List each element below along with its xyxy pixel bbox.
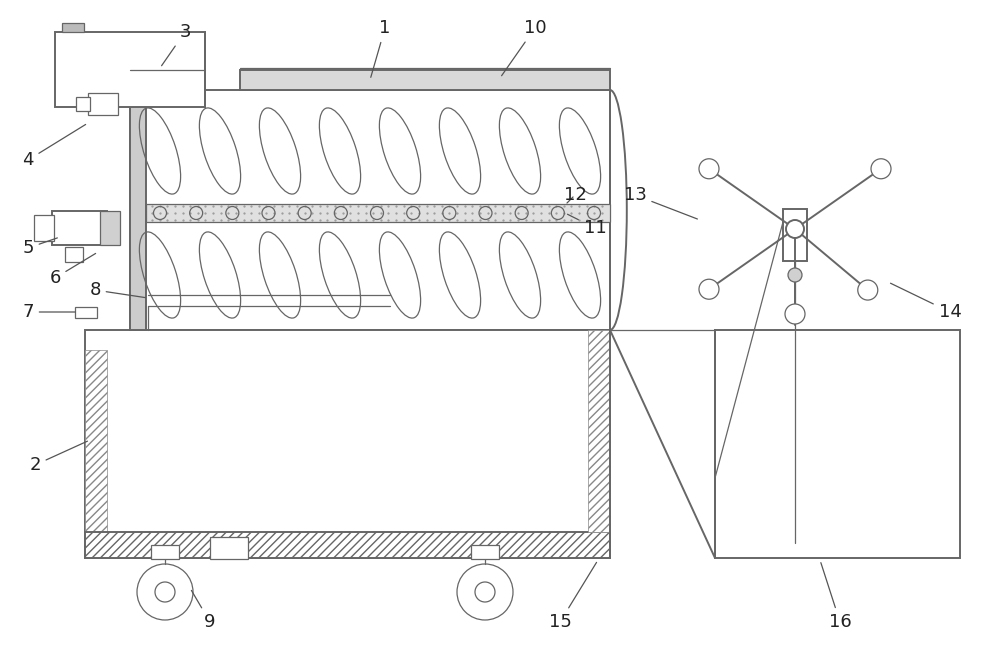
Text: 16: 16	[821, 563, 851, 631]
Text: 13: 13	[624, 186, 697, 219]
Bar	[240, 70, 610, 90]
Text: 8: 8	[89, 281, 145, 299]
Bar	[55, 32, 205, 107]
Circle shape	[788, 268, 802, 282]
Text: 9: 9	[191, 590, 216, 631]
Bar	[130, 90, 146, 330]
Text: 10: 10	[502, 19, 546, 75]
Bar	[471, 545, 499, 559]
Bar	[146, 204, 610, 222]
Bar	[85, 330, 610, 558]
Bar	[88, 93, 118, 115]
Circle shape	[699, 280, 719, 299]
Bar	[783, 209, 807, 261]
Bar	[65, 247, 83, 262]
Text: 3: 3	[162, 23, 191, 66]
Bar	[130, 90, 610, 330]
Bar	[151, 545, 179, 559]
Text: 14: 14	[891, 283, 961, 321]
Circle shape	[785, 304, 805, 324]
Text: 6: 6	[49, 254, 96, 287]
Text: 11: 11	[567, 214, 606, 237]
Bar	[34, 215, 54, 241]
Bar	[85, 532, 610, 558]
Bar	[62, 23, 84, 32]
Text: 4: 4	[22, 124, 86, 169]
Text: 2: 2	[29, 441, 87, 474]
Text: 7: 7	[22, 303, 75, 321]
Bar	[715, 330, 960, 558]
Text: 5: 5	[22, 238, 57, 257]
Circle shape	[871, 159, 891, 179]
Bar	[210, 537, 248, 559]
Bar	[588, 330, 610, 532]
Circle shape	[858, 280, 878, 300]
Bar	[76, 97, 90, 111]
Bar	[52, 211, 107, 245]
Text: 15: 15	[549, 562, 597, 631]
Bar	[100, 211, 120, 245]
Bar	[85, 350, 107, 558]
Text: 1: 1	[371, 19, 391, 77]
Text: 12: 12	[564, 186, 586, 204]
Circle shape	[699, 159, 719, 179]
Bar	[75, 307, 97, 318]
